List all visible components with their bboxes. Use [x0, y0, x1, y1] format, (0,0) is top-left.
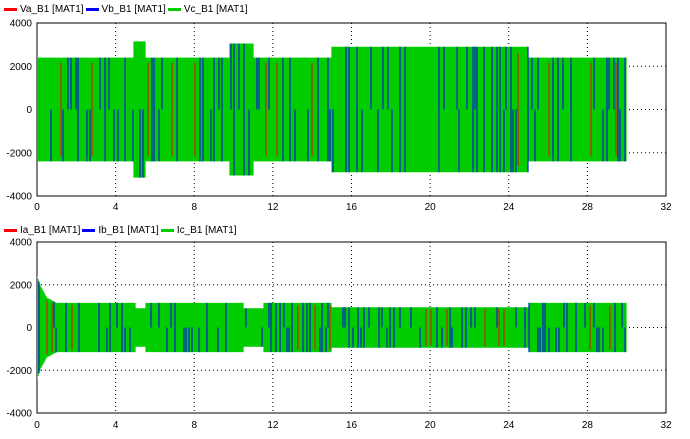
legend-swatch-ic [160, 228, 174, 232]
y-tick-label: 4000 [10, 238, 33, 249]
x-tick-label: 16 [346, 420, 358, 431]
x-tick-label: 24 [503, 420, 515, 431]
x-tick-label: 0 [34, 202, 40, 213]
series-ia [46, 300, 611, 355]
x-tick-label: 12 [267, 420, 279, 431]
x-tick-label: 8 [191, 420, 197, 431]
y-tick-label: -2000 [6, 366, 32, 377]
x-tick-label: 32 [660, 202, 672, 213]
current-legend: Ia_B1 [MAT1] Ib_B1 [MAT1] Ic_B1 [MAT1] [4, 223, 239, 237]
x-tick-label: 28 [582, 420, 594, 431]
legend-label-vb: Vb_B1 [MAT1] [101, 3, 166, 15]
legend-label-ib: Ib_B1 [MAT1] [98, 224, 159, 236]
legend-swatch-ib [82, 228, 96, 232]
x-tick-label: 32 [660, 420, 672, 431]
y-tick-label: -4000 [6, 192, 32, 203]
series-va [60, 53, 617, 166]
legend-entry-va: Va_B1 [MAT1] [4, 4, 84, 15]
y-tick-label: 2000 [10, 62, 33, 73]
y-tick-label: 0 [26, 105, 32, 116]
series-vb [50, 43, 626, 178]
y-tick-label: -4000 [6, 409, 32, 420]
series-group [37, 276, 627, 379]
x-tick-label: 12 [267, 202, 279, 213]
y-tick-label: -2000 [6, 148, 32, 159]
x-tick-label: 20 [425, 420, 437, 431]
legend-label-va: Va_B1 [MAT1] [20, 3, 84, 15]
x-tick-label: 4 [113, 202, 119, 213]
legend-entry-ib: Ib_B1 [MAT1] [82, 224, 159, 236]
x-tick-label: 20 [425, 202, 437, 213]
x-tick-label: 16 [346, 202, 358, 213]
voltage-chart: 0 4 8 12 16 20 24 28 32 4000 2000 0 -2000 -4000 [6, 19, 672, 214]
x-tick-label: 4 [113, 420, 119, 431]
legend-swatch-va [4, 7, 17, 11]
y-tick-label: 4000 [10, 19, 33, 30]
legend-label-ia: Ia_B1 [MAT1] [20, 224, 81, 236]
legend-swatch-vb [85, 7, 99, 11]
voltage-panel: 0 4 8 12 16 20 24 28 32 4000 2000 0 -2000 -4000 Va_B1… [0, 0, 690, 218]
y-tick-label: 2000 [10, 280, 33, 291]
legend-label-vc: Vc_B1 [MAT1] [183, 3, 248, 15]
x-tick-label: 0 [34, 420, 40, 431]
series-group [37, 41, 627, 178]
current-panel: 0 4 8 12 16 20 24 28 32 4000 2000 0 -2000 -4000 Ia_B1… [0, 219, 690, 439]
legend-entry-vb: Vb_B1 [MAT1] [85, 3, 166, 15]
current-chart: 0 4 8 12 16 20 24 28 32 4000 2000 0 -2000 -4000 [6, 238, 672, 432]
legend-entry-ia: Ia_B1 [MAT1] [4, 225, 80, 236]
series-ib [38, 281, 626, 374]
voltage-legend: Va_B1 [MAT1] Vb_B1 [MAT1] Vc_B1 [MAT1] [4, 2, 250, 16]
legend-label-ic: Ic_B1 [MAT1] [176, 224, 237, 236]
x-tick-label: 8 [191, 202, 197, 213]
legend-entry-ic: Ic_B1 [MAT1] [160, 224, 237, 236]
x-tick-label: 24 [503, 202, 515, 213]
legend-swatch-vc [167, 7, 181, 11]
legend-entry-vc: Vc_B1 [MAT1] [167, 3, 248, 15]
x-tick-label: 28 [582, 202, 594, 213]
legend-swatch-ia [4, 228, 17, 232]
y-tick-label: 0 [26, 323, 32, 334]
